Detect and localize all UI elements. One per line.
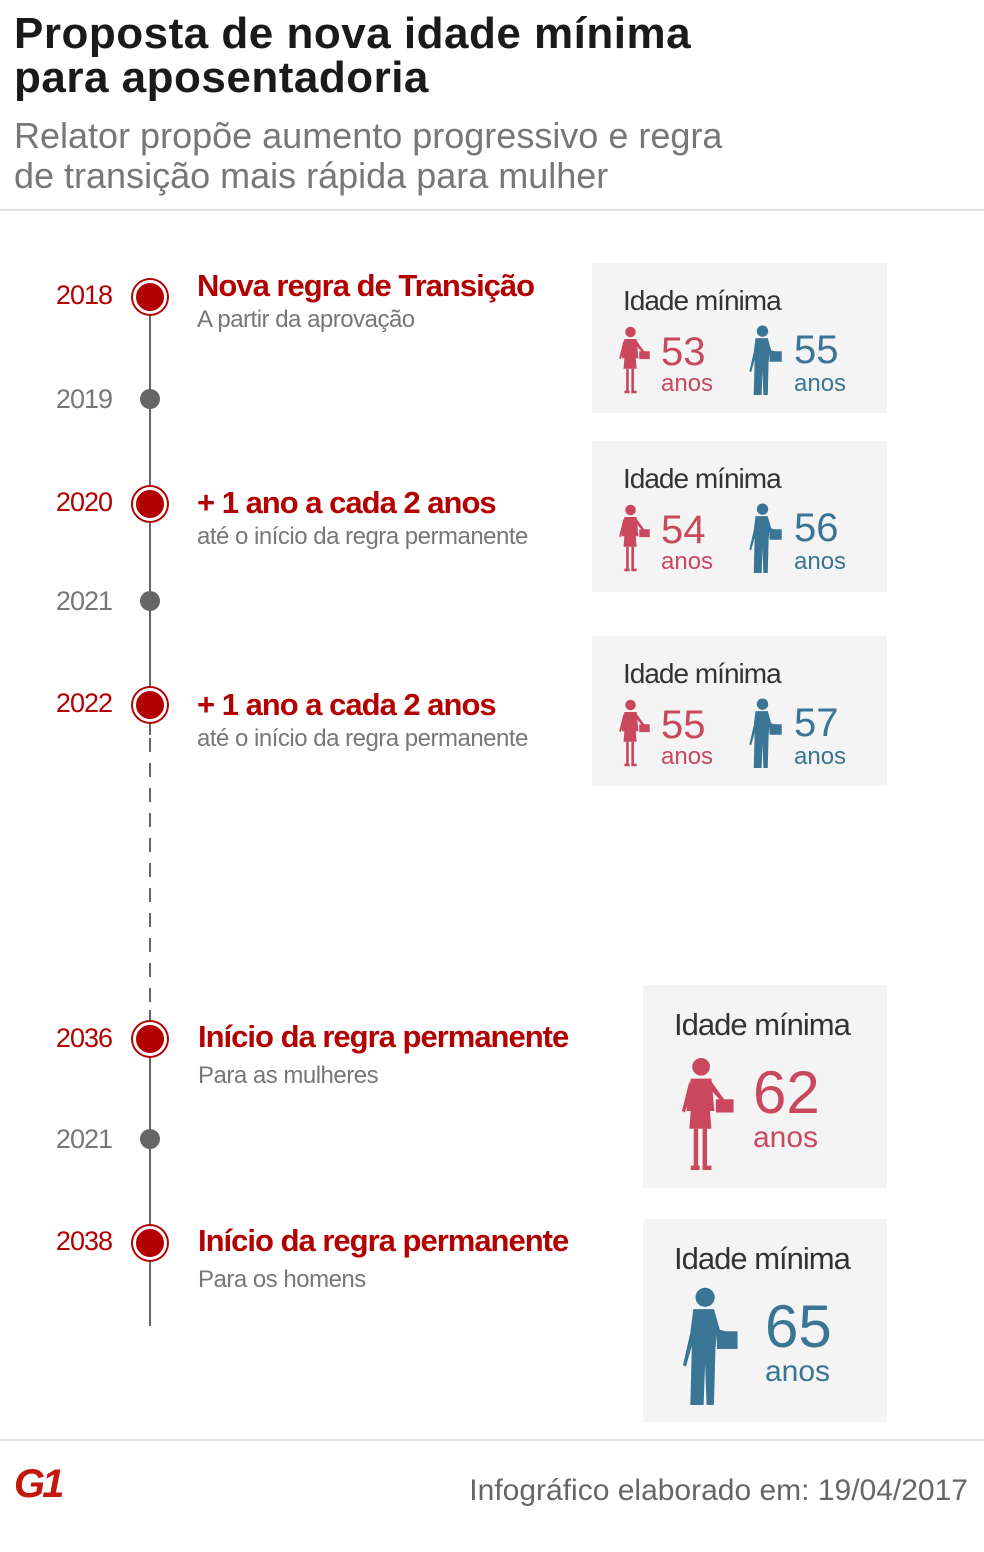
- milestone-dot: [133, 1226, 167, 1260]
- milestone-subtitle: Para as mulheres: [198, 1062, 379, 1089]
- age-unit: anos: [794, 743, 847, 770]
- milestone-dot: [133, 1022, 167, 1056]
- woman-icon: [616, 503, 652, 573]
- timeline-line: [149, 1010, 151, 1326]
- year-label: 2021: [55, 1124, 113, 1154]
- milestone-title: + 1 ano a cada 2 anos: [197, 485, 497, 520]
- man-icon: [677, 1287, 745, 1405]
- age-unit: anos: [661, 743, 714, 770]
- divider: [0, 209, 984, 211]
- year-label: 2021: [55, 586, 113, 616]
- year-dot: [140, 1129, 160, 1149]
- year-label: 2036: [55, 1023, 113, 1053]
- age-card: Idade mínima 55 anos 57 anos: [592, 636, 887, 786]
- milestone-dot: [133, 487, 167, 521]
- age-unit: anos: [661, 370, 714, 397]
- year-dot: [140, 389, 160, 409]
- year-dot: [140, 591, 160, 611]
- year-label: 2019: [55, 384, 113, 414]
- footer-credit: Infográfico elaborado em: 19/04/2017: [469, 1474, 968, 1507]
- subtitle-line: Relator propõe aumento progressivo e reg…: [14, 115, 723, 156]
- page-title: Proposta de nova idade mínima para apose…: [14, 12, 691, 100]
- age-unit: anos: [753, 1121, 819, 1154]
- women-age: 54: [661, 508, 706, 552]
- age-unit: anos: [794, 548, 847, 575]
- title-line: Proposta de nova idade mínima: [14, 9, 692, 58]
- woman-icon: [616, 325, 652, 395]
- card-label: Idade mínima: [623, 285, 782, 316]
- age-unit: anos: [794, 370, 847, 397]
- woman-icon: [616, 698, 652, 768]
- timeline-dashed-line: [149, 738, 151, 1008]
- g1-logo: G1: [14, 1462, 64, 1506]
- woman-icon: [675, 1055, 739, 1173]
- card-label: Idade mínima: [623, 658, 782, 689]
- divider: [0, 1439, 984, 1441]
- women-age: 55: [661, 703, 706, 747]
- year-label: 2018: [55, 280, 113, 310]
- age-card: Idade mínima 53 anos 55 anos: [592, 263, 887, 413]
- milestone-title: Nova regra de Transição: [197, 268, 535, 303]
- age-card: Idade mínima 62 anos: [643, 985, 887, 1188]
- card-label: Idade mínima: [674, 1007, 851, 1042]
- milestone-title: + 1 ano a cada 2 anos: [197, 687, 497, 722]
- page-subtitle: Relator propõe aumento progressivo e reg…: [14, 116, 722, 196]
- milestone-subtitle: até o início da regra permanente: [197, 523, 528, 550]
- men-age: 56: [794, 506, 839, 550]
- man-icon: [748, 325, 784, 395]
- men-age: 57: [794, 701, 839, 745]
- women-age: 62: [753, 1059, 820, 1126]
- milestone-title: Início da regra permanente: [198, 1019, 569, 1054]
- title-line: para aposentadoria: [14, 53, 429, 102]
- milestone-subtitle: A partir da aprovação: [197, 306, 415, 333]
- year-label: 2022: [55, 688, 113, 718]
- milestone-title: Início da regra permanente: [198, 1223, 569, 1258]
- milestone-dot: [133, 688, 167, 722]
- age-unit: anos: [661, 548, 714, 575]
- age-unit: anos: [765, 1355, 831, 1388]
- card-label: Idade mínima: [623, 463, 782, 494]
- card-label: Idade mínima: [674, 1241, 851, 1276]
- age-card: Idade mínima 54 anos 56 anos: [592, 441, 887, 592]
- age-card: Idade mínima 65 anos: [643, 1219, 887, 1422]
- man-icon: [748, 503, 784, 573]
- milestone-subtitle: Para os homens: [198, 1266, 366, 1293]
- year-label: 2038: [55, 1226, 113, 1256]
- year-label: 2020: [55, 487, 113, 517]
- women-age: 53: [661, 330, 706, 374]
- milestone-dot: [133, 280, 167, 314]
- men-age: 55: [794, 328, 839, 372]
- men-age: 65: [765, 1293, 832, 1360]
- milestone-subtitle: até o início da regra permanente: [197, 725, 528, 752]
- man-icon: [748, 698, 784, 768]
- subtitle-line: de transição mais rápida para mulher: [14, 155, 609, 196]
